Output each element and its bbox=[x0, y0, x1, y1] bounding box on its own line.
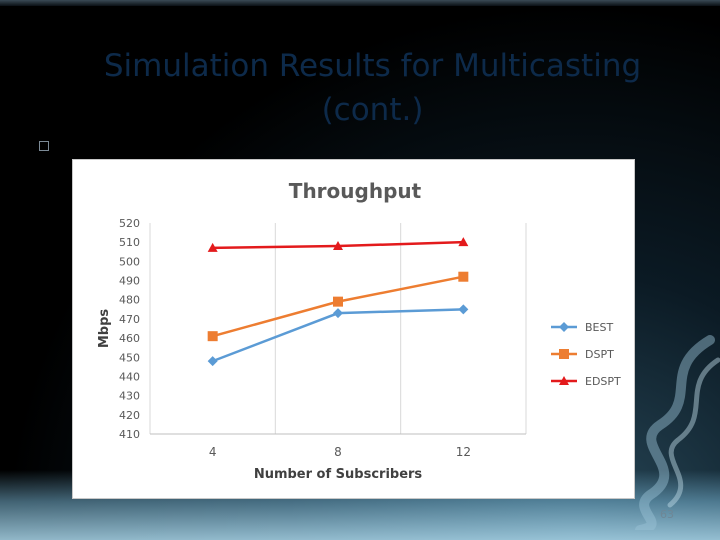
y-tick-label: 500 bbox=[119, 255, 140, 268]
x-tick-label: 4 bbox=[209, 445, 217, 459]
throughput-chart: Throughput 410 420 430 440 450 460 470 480 490 500… bbox=[72, 159, 635, 499]
data-point-edspt bbox=[333, 241, 343, 251]
y-tick-label: 450 bbox=[119, 351, 140, 364]
page-number: 63 bbox=[660, 508, 674, 521]
x-tick-label: 8 bbox=[334, 445, 342, 459]
y-tick-label: 460 bbox=[119, 332, 140, 345]
data-point-edspt bbox=[207, 242, 218, 252]
y-tick-label: 470 bbox=[119, 313, 140, 326]
legend-marker bbox=[559, 349, 569, 359]
data-point-dspt bbox=[333, 296, 343, 307]
x-tick-label: 12 bbox=[456, 445, 471, 459]
y-tick-label: 510 bbox=[119, 236, 140, 249]
x-axis-title: Number of Subscribers bbox=[254, 467, 423, 482]
chart-canvas: Throughput 410 420 430 440 450 460 470 480 490 500… bbox=[97, 179, 621, 482]
bullet-icon bbox=[39, 141, 49, 151]
y-tick-label: 440 bbox=[119, 370, 140, 383]
data-point-best bbox=[458, 304, 469, 315]
y-tick-label: 430 bbox=[119, 390, 140, 403]
y-tick-label: 420 bbox=[119, 409, 140, 422]
y-tick-label: 480 bbox=[119, 294, 140, 307]
data-point-edspt bbox=[458, 237, 469, 247]
legend-label: DSPT bbox=[585, 348, 614, 361]
data-point-dspt bbox=[458, 271, 469, 282]
legend-marker bbox=[559, 376, 569, 385]
dragon-decoration bbox=[635, 335, 720, 530]
slide-top-border bbox=[0, 0, 720, 6]
y-axis-title: Mbps bbox=[97, 309, 112, 349]
legend-label: EDSPT bbox=[585, 375, 621, 388]
legend-label: BEST bbox=[585, 321, 613, 334]
slide-title: Simulation Results for Multicasting (con… bbox=[103, 48, 642, 128]
legend-marker bbox=[559, 322, 569, 332]
data-point-best bbox=[207, 356, 218, 367]
data-point-best bbox=[333, 308, 343, 319]
data-point-dspt bbox=[207, 331, 218, 342]
chart-title: Throughput bbox=[289, 179, 422, 203]
y-tick-label: 520 bbox=[119, 217, 140, 230]
y-tick-label: 410 bbox=[119, 428, 140, 441]
y-tick-label: 490 bbox=[119, 275, 140, 288]
